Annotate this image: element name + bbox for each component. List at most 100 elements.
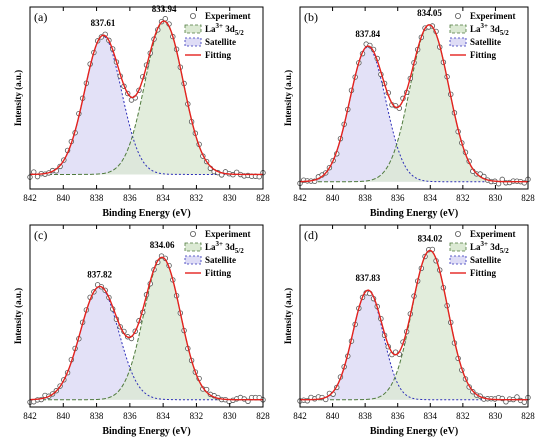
x-tick-label: 842 [293,193,307,203]
legend-swatch-satellite [449,37,467,47]
x-tick-label: 840 [57,193,71,203]
x-tick-label: 832 [456,193,470,203]
legend-swatch-satellite [184,255,202,265]
legend-label: Satellite [470,37,501,47]
chart-panel-b: 842 840 838 836 834 832 830 828 Binding Energy (… [283,6,535,219]
peak-label: 837.61 [91,18,116,28]
legend-label: La3+ 3d5/2 [470,240,509,255]
legend-label: Experiment [470,229,516,239]
legend-swatch-la [449,24,467,34]
fitting-line [29,20,263,176]
legend-marker-experiment [189,230,196,237]
experiment-point [514,394,520,400]
x-tick-label: 838 [358,411,372,421]
panel-label: (c) [34,228,47,242]
chart-panel-c: 842 840 838 836 834 832 830 828 Binding Energy (… [13,224,270,437]
x-tick-label: 834 [424,411,438,421]
legend-label: Satellite [205,255,236,265]
x-tick-label: 828 [256,193,270,203]
x-tick-label: 836 [123,193,137,203]
experiment-point [521,399,528,405]
x-tick-label: 838 [90,411,104,421]
panel-label: (b) [304,10,318,24]
x-tick-label: 840 [326,193,340,203]
panel-label: (d) [304,228,318,242]
legend-label: La3+ 3d5/2 [205,240,244,255]
fitting-line [299,24,528,183]
chart-panel-d: 842 840 838 836 834 832 830 828 Binding Energy (… [283,224,535,437]
legend-label: Fitting [205,50,231,60]
legend-swatch-satellite [184,37,202,47]
peak-label: 837.83 [356,273,381,283]
legend-label: Satellite [470,255,501,265]
x-tick-label: 832 [456,411,470,421]
la-area [300,250,528,400]
legend-label: La3+ 3d5/2 [205,22,244,37]
x-tick-label: 834 [424,193,438,203]
x-tick-label: 836 [391,411,405,421]
la-area [300,25,528,182]
x-tick-label: 834 [156,193,170,203]
x-axis-label: Binding Energy (eV) [102,426,190,437]
legend-label: Experiment [205,229,251,239]
x-tick-label: 830 [223,411,237,421]
peak-label: 834.05 [417,8,442,18]
legend-marker-experiment [454,12,461,19]
plot-frame [299,224,529,408]
x-tick-label: 828 [256,411,270,421]
peak-label: 834.02 [418,233,443,243]
x-tick-label: 842 [23,411,37,421]
legend-label: La3+ 3d5/2 [470,22,509,37]
x-tick-label: 840 [57,411,71,421]
x-axis-label: Binding Energy (eV) [370,208,458,219]
legend-label: Fitting [470,268,496,278]
x-tick-label: 830 [223,193,237,203]
y-axis-label: Intensity (a.u.) [13,288,23,344]
x-tick-label: 832 [190,193,204,203]
x-axis-label: Binding Energy (eV) [370,426,458,437]
legend-label: Experiment [205,11,251,21]
la-line [30,21,263,175]
la-line [30,257,263,401]
la-line [300,249,528,401]
peak-label: 833.94 [152,4,177,14]
legend-swatch-la [184,24,202,34]
x-tick-label: 830 [489,193,503,203]
x-tick-label: 828 [521,193,535,203]
chart-panel-a: 842 840 838 836 834 832 830 828 Binding Energy (… [13,4,270,219]
legend-swatch-la [449,242,467,252]
satellite-area [30,286,263,400]
legend-swatch-la [184,242,202,252]
x-tick-label: 830 [489,411,503,421]
satellite-area [300,47,528,182]
legend-label: Experiment [470,11,516,21]
la-area [30,21,263,175]
peak-label: 837.84 [355,29,380,39]
x-tick-label: 836 [123,411,137,421]
x-tick-label: 842 [293,411,307,421]
satellite-area [30,36,263,175]
legend-label: Satellite [205,37,236,47]
x-tick-label: 832 [190,411,204,421]
plot-frame [29,6,264,190]
legend-marker-experiment [189,12,196,19]
x-tick-label: 840 [326,411,340,421]
la-area [30,257,263,400]
x-tick-label: 838 [358,193,372,203]
y-axis-label: Intensity (a.u.) [283,288,293,344]
x-tick-label: 836 [391,193,405,203]
x-tick-label: 834 [156,411,170,421]
y-axis-label: Intensity (a.u.) [13,70,23,126]
x-tick-label: 838 [90,193,104,203]
legend-label: Fitting [470,50,496,60]
x-tick-label: 828 [521,411,535,421]
panel-label: (a) [34,10,47,24]
peak-label: 837.82 [87,269,112,279]
fitting-line [300,249,528,401]
legend-swatch-satellite [449,255,467,265]
fitting-line [29,256,263,401]
x-tick-label: 842 [23,193,37,203]
plot-frame [299,6,529,190]
peak-label: 834.06 [150,240,175,250]
